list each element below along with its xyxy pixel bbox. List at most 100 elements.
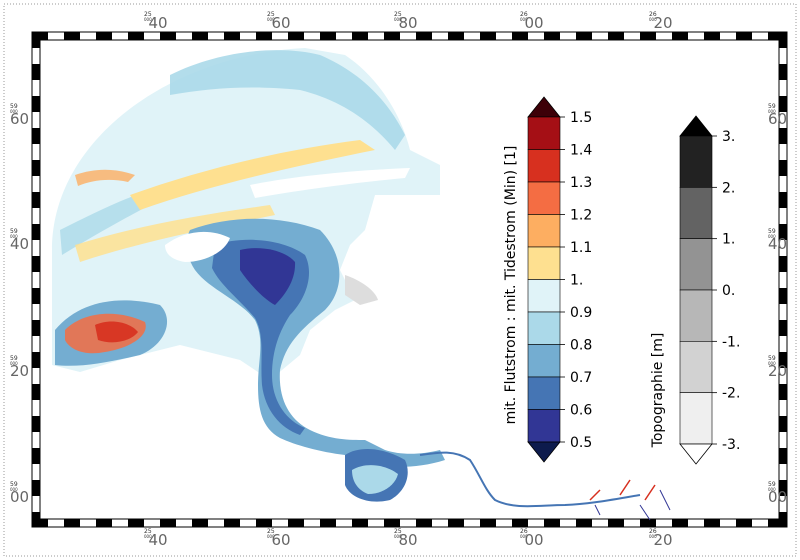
- x-grid-label-small: 26: [649, 11, 657, 18]
- border-segment: [779, 416, 787, 432]
- border-segment: [544, 32, 560, 40]
- border-segment: [96, 32, 112, 40]
- border-segment: [64, 519, 80, 527]
- outer-frame: [3, 3, 797, 557]
- border-segment: [32, 384, 40, 400]
- topo-colorbar-label: -1.: [722, 334, 740, 350]
- y-grid-label-tiny: 000: [10, 487, 18, 492]
- border-segment: [779, 384, 787, 400]
- topo-colorbar-label: -2.: [722, 386, 740, 402]
- x-grid-label-small: 25: [394, 11, 402, 18]
- x-grid-label-tiny: 000: [394, 17, 402, 22]
- ratio-colorbar-segment: [527, 344, 561, 378]
- x-grid-label-big: 20: [653, 531, 672, 549]
- topo-colorbar-segment: [679, 341, 713, 393]
- x-grid-label-tiny: 000: [520, 534, 528, 539]
- border-segment: [779, 352, 787, 368]
- ratio-colorbar-segment: [527, 311, 561, 345]
- x-grid-label-small: 25: [267, 11, 275, 18]
- y-grid-label-small: 59: [10, 355, 18, 362]
- border-segment: [256, 32, 272, 40]
- ratio-colorbar-over-triangle: [527, 96, 561, 118]
- ratio-colorbar-label: 0.8: [570, 338, 592, 354]
- x-grid-label-small: 25: [394, 528, 402, 535]
- border-segment: [128, 519, 144, 527]
- x-grid-label-tiny: 000: [267, 534, 275, 539]
- border-segment: [192, 32, 208, 40]
- border-segment: [384, 32, 400, 40]
- border-segment: [480, 519, 496, 527]
- y-grid-label-big: 20: [10, 362, 29, 380]
- x-grid-label-big: 20: [653, 14, 672, 32]
- border-segment: [779, 64, 787, 80]
- border-segment: [288, 32, 304, 40]
- border-segment: [448, 32, 464, 40]
- x-grid-label-tiny: 000: [520, 17, 528, 22]
- ratio-colorbar-label: 1.3: [570, 175, 592, 191]
- map-border: 2500040250004025000602500060250008025000…: [10, 11, 788, 549]
- border-segment: [416, 32, 432, 40]
- border-segment: [608, 519, 624, 527]
- border-segment: [779, 480, 787, 496]
- river-channel: [419, 451, 641, 508]
- border-segment: [160, 32, 176, 40]
- y-grid-label-small: 59: [768, 481, 776, 488]
- border-segment: [32, 512, 40, 527]
- topo-colorbar-segment: [679, 135, 713, 188]
- border-segment: [779, 160, 787, 176]
- border-segment: [64, 32, 80, 40]
- border-segment: [96, 519, 112, 527]
- border-segment: [32, 128, 40, 144]
- topo-colorbar-segment: [679, 392, 713, 445]
- ratio-colorbar-label: 0.6: [570, 403, 592, 419]
- border-segment: [768, 519, 784, 527]
- border-segment: [576, 519, 592, 527]
- x-grid-label-big: 00: [524, 14, 543, 32]
- shoal-band-middle: [75, 205, 275, 262]
- border-segment: [576, 32, 592, 40]
- y-grid-label-big: 60: [768, 110, 787, 128]
- border-segment: [416, 519, 432, 527]
- y-grid-label-big: 00: [768, 488, 787, 506]
- ratio-colorbar-segment: [527, 181, 561, 215]
- x-grid-label-small: 25: [144, 528, 152, 535]
- y-grid-label-tiny: 000: [10, 361, 18, 366]
- y-grid-label-small: 59: [10, 103, 18, 110]
- border-segment: [32, 416, 40, 432]
- border-segment: [320, 519, 336, 527]
- border-outline: [31, 31, 788, 528]
- topo-legend: Topographie [m] 3. 2. 1. 0. -1. -2. -3.: [650, 115, 740, 465]
- border-segment: [32, 192, 40, 208]
- ratio-colorbar-under-triangle: [527, 441, 561, 463]
- border-segment: [704, 519, 720, 527]
- y-grid-label-tiny: 000: [10, 109, 18, 114]
- topo-colorbar-segment: [679, 187, 713, 239]
- ratio-colorbar-label: 1.2: [570, 208, 592, 224]
- x-grid-label-small: 25: [267, 528, 275, 535]
- island-west: [165, 231, 230, 262]
- border-segment: [779, 320, 787, 336]
- border-segment: [256, 519, 272, 527]
- y-grid-label-small: 59: [768, 355, 776, 362]
- ratio-colorbar-segment: [527, 409, 561, 443]
- ratio-legend: mit. Flutstrom : mit. Tidestrom (Min) [1…: [503, 96, 592, 463]
- border-inner-outline: [39, 39, 780, 520]
- border-segment: [384, 519, 400, 527]
- x-grid-label-tiny: 000: [267, 17, 275, 22]
- border-segment: [768, 32, 784, 40]
- ratio-colorbar-label: 1.: [570, 273, 583, 289]
- y-grid-label-big: 60: [10, 110, 29, 128]
- border-segment: [32, 256, 40, 272]
- x-grid-label-tiny: 000: [649, 534, 657, 539]
- border-segment: [608, 32, 624, 40]
- ratio-colorbar-segment: [527, 376, 561, 410]
